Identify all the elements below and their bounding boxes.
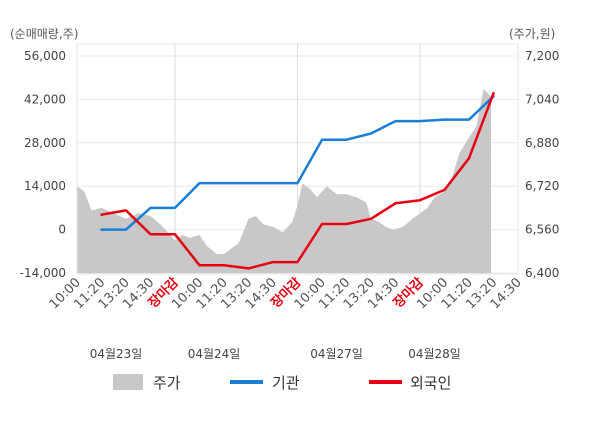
legend-item-institution: 기관 [230,374,300,392]
legend-swatch-price [113,374,143,390]
date-label: 04월23일 [90,347,143,361]
date-label: 04월27일 [310,347,363,361]
left-tick-label: 56,000 [24,49,66,63]
left-tick-label: 28,000 [24,136,66,150]
left-tick-label: 42,000 [24,92,66,106]
legend-item-foreign: 외국인 [369,374,451,392]
right-axis-ticks: 7,200 7,040 6,880 6,720 6,560 6,400 [525,49,559,280]
price-area-layer [77,88,492,273]
plot-area-frame [76,43,519,275]
left-axis-ticks: 56,000 42,000 28,000 14,000 0 -14,000 [20,49,66,280]
legend-swatch-institution [230,380,263,384]
right-tick-label: 7,200 [525,49,559,63]
legend-item-price: 주가 [113,374,181,392]
right-tick-label: 6,400 [525,266,559,280]
right-tick-label: 6,560 [525,223,559,237]
left-tick-label: -14,000 [20,266,66,280]
right-tick-label: 6,720 [525,179,559,193]
x-axis-ticks: 10:0011:2013:2014:30장마감10:0011:2013:2014… [47,274,525,312]
foreign-line [100,91,495,270]
right-tick-label: 7,040 [525,92,559,106]
date-label: 04월28일 [408,347,461,361]
left-tick-label: 14,000 [24,179,66,193]
price-area [77,88,492,273]
legend-label-institution: 기관 [272,374,300,392]
left-axis-title: (순매매량,주) [10,27,78,41]
legend-label-foreign: 외국인 [410,374,451,392]
series-lines [100,91,495,270]
date-label: 04월24일 [188,347,241,361]
left-tick-label: 0 [58,223,66,237]
legend-swatch-foreign [369,380,402,384]
right-axis-title: (주가,원) [509,27,555,41]
right-tick-label: 6,880 [525,136,559,150]
legend-label-price: 주가 [153,374,181,392]
institution-line [100,95,495,231]
date-labels: 04월23일 04월24일 04월27일 04월28일 [90,347,461,361]
legend: 주가 기관 외국인 [113,374,451,392]
